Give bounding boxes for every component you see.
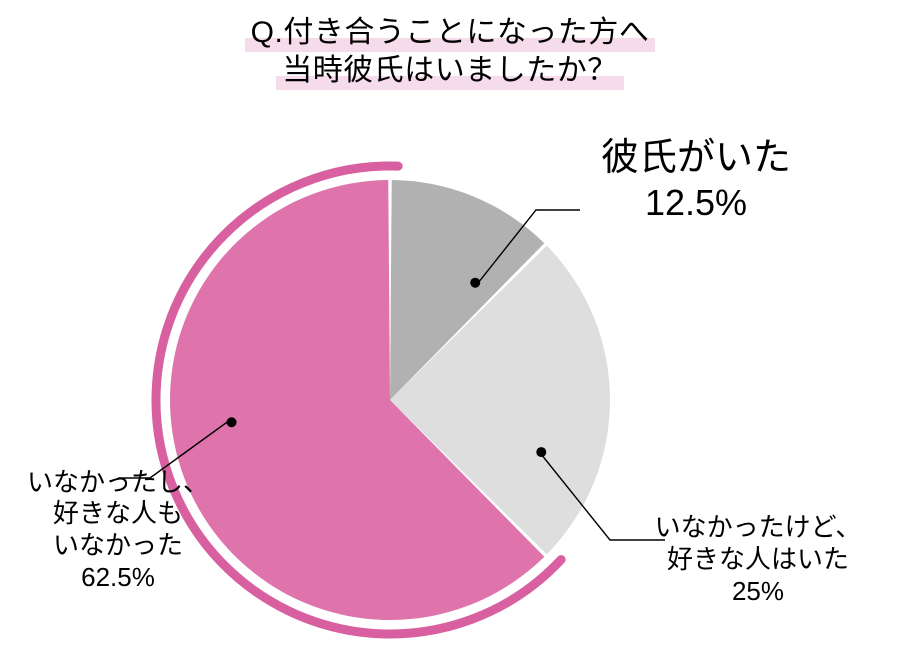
slice-label: いなかったし、好きな人もいなかった62.5% xyxy=(27,467,209,594)
leader-dot xyxy=(470,278,480,288)
slice-label-line: 25% xyxy=(655,576,862,608)
slice-label-line: いなかったけど、 xyxy=(655,512,862,544)
slice-label-line: 彼氏がいた xyxy=(601,135,791,181)
pie-slices-group xyxy=(170,180,610,620)
leader-dot xyxy=(536,447,546,457)
slice-label-line: 好きな人はいた xyxy=(655,544,862,576)
chart-title-text-1: Q.付き合うことになった方へ xyxy=(251,16,650,49)
slice-label-line: 好きな人も xyxy=(27,498,209,530)
slice-label-line: 12.5% xyxy=(601,181,791,225)
chart-title-line-2: 当時彼氏はいましたか？ xyxy=(282,52,618,90)
slice-label-line: いなかった xyxy=(27,530,209,562)
slice-label-line: いなかったし、 xyxy=(27,467,209,499)
chart-title-line-1: Q.付き合うことになった方へ xyxy=(251,14,650,52)
slice-label: いなかったけど、好きな人はいた25% xyxy=(655,512,862,607)
slice-label-line: 62.5% xyxy=(27,562,209,594)
leader-dot xyxy=(227,417,237,427)
chart-title-text-2: 当時彼氏はいましたか？ xyxy=(282,54,618,87)
chart-container: Q.付き合うことになった方へ 当時彼氏はいましたか？ 彼氏がいた12.5% いなか… xyxy=(0,0,900,666)
slice-label: 彼氏がいた12.5% xyxy=(601,135,791,225)
